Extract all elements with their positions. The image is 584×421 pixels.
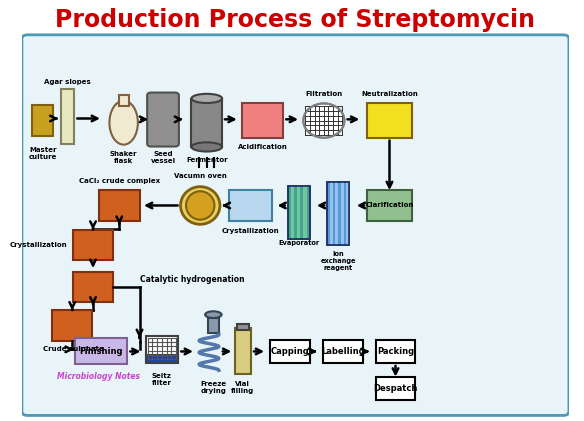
Text: Crystallization: Crystallization: [9, 242, 67, 248]
Text: CaCl₂ crude complex: CaCl₂ crude complex: [79, 178, 160, 184]
Text: Packing: Packing: [377, 347, 414, 356]
Text: Fermentor: Fermentor: [186, 157, 228, 163]
Ellipse shape: [192, 142, 222, 152]
Text: Acidification: Acidification: [238, 144, 287, 149]
Text: Master
culture: Master culture: [29, 147, 57, 160]
Bar: [229, 190, 272, 221]
Bar: [288, 187, 310, 239]
Bar: [376, 340, 415, 363]
Text: Production Process of Streptomycin: Production Process of Streptomycin: [55, 8, 536, 32]
Bar: [235, 328, 251, 374]
Bar: [75, 338, 127, 365]
Text: Filtration: Filtration: [305, 91, 342, 97]
FancyBboxPatch shape: [147, 93, 179, 147]
Bar: [346, 181, 349, 245]
Text: Finishing: Finishing: [79, 347, 123, 356]
Text: Neutralization: Neutralization: [361, 91, 418, 97]
Text: Crude sulphate: Crude sulphate: [43, 346, 104, 352]
Bar: [327, 181, 349, 245]
Ellipse shape: [303, 104, 345, 138]
Bar: [73, 272, 113, 302]
Bar: [327, 181, 349, 245]
Ellipse shape: [192, 94, 222, 103]
Bar: [119, 95, 128, 106]
Bar: [192, 99, 222, 147]
Bar: [367, 190, 412, 221]
Text: Freeze
drying: Freeze drying: [200, 381, 227, 394]
Bar: [32, 105, 53, 136]
FancyBboxPatch shape: [22, 35, 569, 416]
Text: Labelling: Labelling: [321, 347, 365, 356]
Bar: [324, 340, 363, 363]
Bar: [208, 317, 219, 333]
Bar: [61, 89, 74, 144]
Ellipse shape: [186, 191, 214, 220]
Ellipse shape: [205, 311, 221, 318]
Text: Ion
exchange
reagent: Ion exchange reagent: [320, 251, 356, 272]
Text: Seitz
filter: Seitz filter: [152, 373, 172, 386]
Text: Seed
vessel: Seed vessel: [151, 151, 176, 164]
Bar: [297, 187, 300, 239]
Text: Shaker
flask: Shaker flask: [110, 151, 137, 164]
Text: Evaporator: Evaporator: [278, 240, 319, 246]
Text: Vial
filling: Vial filling: [231, 381, 255, 394]
Bar: [99, 190, 140, 221]
Bar: [291, 187, 294, 239]
Text: Capping: Capping: [270, 347, 310, 356]
Text: Microbiology Notes: Microbiology Notes: [57, 371, 140, 381]
Bar: [145, 355, 178, 363]
Bar: [303, 187, 307, 239]
Bar: [242, 104, 283, 138]
Bar: [52, 310, 92, 341]
Bar: [376, 377, 415, 400]
Bar: [73, 230, 113, 260]
Text: Crystallization: Crystallization: [222, 228, 279, 234]
Bar: [237, 324, 249, 330]
Ellipse shape: [109, 101, 138, 145]
Text: Despatch: Despatch: [373, 384, 418, 393]
Bar: [367, 104, 412, 138]
Text: Vacumn oven: Vacumn oven: [174, 173, 227, 179]
Text: Agar slopes: Agar slopes: [44, 79, 91, 85]
Ellipse shape: [180, 187, 220, 224]
Text: Catalytic hydrogenation: Catalytic hydrogenation: [140, 274, 244, 284]
Bar: [288, 187, 310, 239]
Bar: [145, 336, 178, 361]
Bar: [335, 181, 338, 245]
Bar: [270, 340, 310, 363]
Text: Clarification: Clarification: [366, 203, 413, 208]
Bar: [341, 181, 343, 245]
Bar: [330, 181, 333, 245]
